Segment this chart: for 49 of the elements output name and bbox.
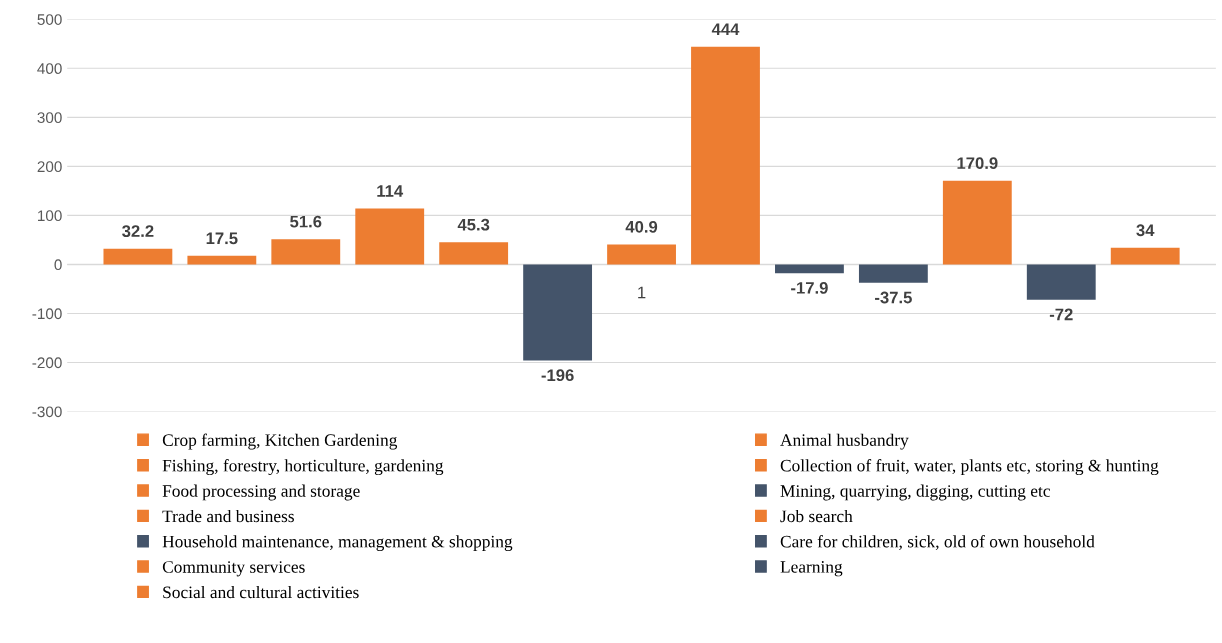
legend-label: Household maintenance, management & shopping [162, 535, 513, 552]
legend-label: Trade and business [162, 509, 294, 523]
data-label: -72 [1049, 308, 1073, 321]
legend-label: Social and cultural activities [163, 585, 359, 599]
data-label: 34 [1136, 224, 1155, 237]
y-tick-label: 400 [37, 63, 62, 74]
legend-label: Mining, quarrying, digging, cutting etc [780, 484, 1050, 501]
data-label: 114 [377, 185, 404, 197]
legend-label: Community services [162, 561, 305, 577]
legend-label: Collection of fruit, water, plants etc, storing & hunting [780, 459, 1159, 476]
bar [355, 208, 425, 265]
bar [103, 248, 173, 265]
bar [1110, 247, 1180, 265]
legend-label: Crop farming, Kitchen Gardening [162, 433, 398, 450]
y-tick-label: 500 [37, 14, 62, 25]
annotation: 1 [638, 286, 646, 299]
data-label: 40.9 [625, 220, 658, 233]
y-tick-label: 100 [38, 210, 62, 222]
bar [775, 264, 844, 274]
y-tick-label: 300 [37, 112, 62, 124]
bar [858, 264, 928, 283]
y-tick-label: 200 [37, 161, 62, 173]
legend-label: Animal husbandry [780, 433, 909, 450]
bar [1026, 264, 1096, 300]
y-tick-label: -300 [32, 406, 62, 418]
data-label: -196 [541, 369, 574, 382]
data-label: 32.2 [122, 225, 154, 238]
y-tick-label: -200 [32, 357, 62, 369]
bar [271, 239, 341, 265]
legend-label: Fishing, forestry, horticulture, gardening [162, 459, 444, 476]
legend-label: Care for children, sick, old of own household [780, 535, 1095, 550]
legend-label: Learning [780, 561, 843, 577]
legend-label: Food processing and storage [162, 484, 360, 501]
data-label: 45.3 [457, 218, 490, 231]
data-label: -17.9 [791, 281, 828, 294]
data-label: 444 [711, 23, 740, 35]
bar [187, 255, 257, 265]
data-label: 17.5 [206, 232, 238, 245]
data-label: 51.6 [290, 215, 322, 228]
bar [439, 242, 509, 265]
bar [942, 180, 1012, 265]
y-tick-label: -100 [32, 308, 62, 320]
bar [691, 46, 760, 265]
bar [523, 264, 593, 361]
bar [607, 244, 676, 265]
data-label: -37.5 [875, 291, 912, 304]
legend-label: Job search [780, 509, 853, 523]
data-label: 170.9 [957, 157, 998, 170]
y-tick-label: 0 [54, 259, 62, 271]
